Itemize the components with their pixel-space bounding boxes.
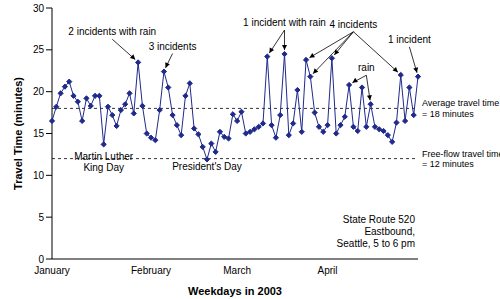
- svg-text:15: 15: [33, 128, 45, 139]
- svg-text:Weekdays in 2003: Weekdays in 2003: [188, 285, 282, 297]
- svg-text:10: 10: [33, 170, 45, 181]
- svg-text:rain: rain: [358, 62, 375, 73]
- svg-text:February: February: [131, 265, 171, 276]
- svg-text:Free-flow travel time= 12 minu: Free-flow travel time= 12 minutes: [422, 149, 492, 169]
- svg-text:2 incidents with rain: 2 incidents with rain: [68, 26, 156, 37]
- svg-text:5: 5: [38, 212, 44, 223]
- svg-text:March: March: [223, 265, 251, 276]
- svg-text:1 incident: 1 incident: [388, 34, 431, 45]
- svg-text:20: 20: [33, 86, 45, 97]
- svg-text:25: 25: [33, 44, 45, 55]
- svg-text:1 incident with rain: 1 incident with rain: [243, 17, 326, 28]
- svg-text:Martin LutherKing Day: Martin LutherKing Day: [74, 151, 134, 174]
- svg-text:30: 30: [33, 3, 45, 14]
- html-text:State Route 520 Eastbound, Sea: State Route 520 Eastbound, Seattle, 5 to…: [336, 214, 415, 249]
- svg-text:Travel Time (minutes): Travel Time (minutes): [12, 77, 24, 190]
- svg-text:President's Day: President's Day: [172, 161, 242, 172]
- svg-text:0: 0: [38, 254, 44, 265]
- svg-text:4 incidents: 4 incidents: [330, 19, 378, 30]
- svg-text:Average travel time= 18 minute: Average travel time= 18 minutes: [422, 98, 492, 118]
- svg-text:3 incidents: 3 incidents: [149, 41, 197, 52]
- svg-text:April: April: [318, 265, 338, 276]
- svg-text:January: January: [34, 265, 70, 276]
